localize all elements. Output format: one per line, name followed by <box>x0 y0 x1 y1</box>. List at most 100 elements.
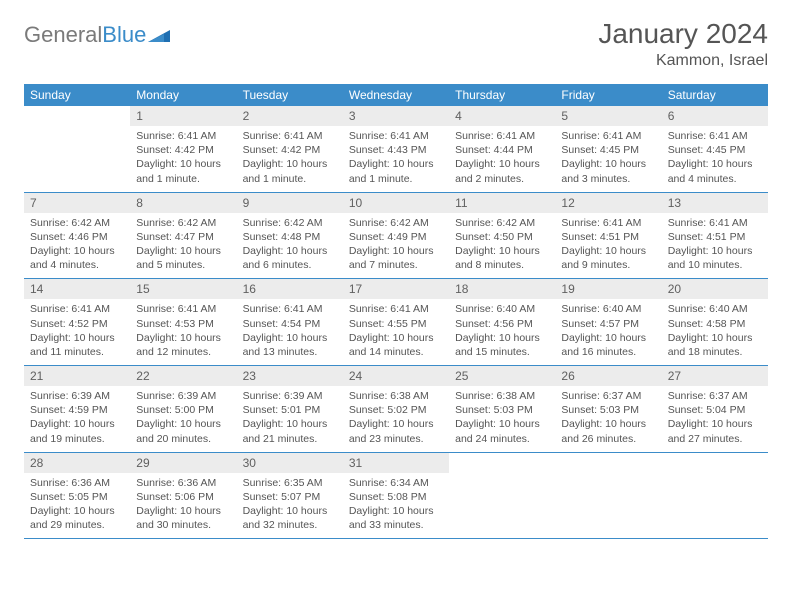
day-info-line: Sunset: 4:51 PM <box>561 230 655 244</box>
day-info-line: Daylight: 10 hours <box>455 417 549 431</box>
day-info-line: and 29 minutes. <box>30 518 124 532</box>
day-info-line: and 18 minutes. <box>668 345 762 359</box>
day-info-line: Sunrise: 6:41 AM <box>349 129 443 143</box>
day-info: Sunrise: 6:36 AMSunset: 5:06 PMDaylight:… <box>130 473 236 539</box>
day-cell: 16Sunrise: 6:41 AMSunset: 4:54 PMDayligh… <box>237 279 343 366</box>
day-info-line: Sunrise: 6:41 AM <box>668 216 762 230</box>
day-info-line: Daylight: 10 hours <box>561 331 655 345</box>
day-info: Sunrise: 6:41 AMSunset: 4:45 PMDaylight:… <box>662 126 768 192</box>
day-info-line: Sunset: 5:04 PM <box>668 403 762 417</box>
day-number: 20 <box>662 279 768 299</box>
day-info-line: Sunrise: 6:38 AM <box>349 389 443 403</box>
day-info: Sunrise: 6:38 AMSunset: 5:02 PMDaylight:… <box>343 386 449 452</box>
day-info-line: Sunrise: 6:41 AM <box>349 302 443 316</box>
day-info-line: Daylight: 10 hours <box>243 331 337 345</box>
day-info-line: and 27 minutes. <box>668 432 762 446</box>
day-number: 16 <box>237 279 343 299</box>
day-info-line: Sunset: 4:48 PM <box>243 230 337 244</box>
day-info-line: Daylight: 10 hours <box>136 157 230 171</box>
day-info-line: and 12 minutes. <box>136 345 230 359</box>
day-info: Sunrise: 6:41 AMSunset: 4:42 PMDaylight:… <box>130 126 236 192</box>
day-info: Sunrise: 6:40 AMSunset: 4:58 PMDaylight:… <box>662 299 768 365</box>
day-info-line: Daylight: 10 hours <box>136 417 230 431</box>
day-info: Sunrise: 6:42 AMSunset: 4:50 PMDaylight:… <box>449 213 555 279</box>
day-info-line: Sunrise: 6:34 AM <box>349 476 443 490</box>
day-info: Sunrise: 6:41 AMSunset: 4:44 PMDaylight:… <box>449 126 555 192</box>
calendar-week: 14 Sunrise: 6:41 AM Sunset: 4:52 PM Dayligh… <box>24 279 768 366</box>
day-info-line: Daylight: 10 hours <box>30 504 124 518</box>
day-number: 19 <box>555 279 661 299</box>
calendar-head: SundayMondayTuesdayWednesdayThursdayFrid… <box>24 84 768 106</box>
day-info: Sunrise: 6:39 AMSunset: 5:01 PMDaylight:… <box>237 386 343 452</box>
day-info-line: and 21 minutes. <box>243 432 337 446</box>
calendar-week: 7Sunrise: 6:42 AMSunset: 4:46 PMDaylight… <box>24 192 768 279</box>
day-info-line: Sunrise: 6:37 AM <box>561 389 655 403</box>
day-info-line: and 26 minutes. <box>561 432 655 446</box>
day-info: Sunrise: 6:41 AMSunset: 4:55 PMDaylight:… <box>343 299 449 365</box>
day-cell: 11Sunrise: 6:42 AMSunset: 4:50 PMDayligh… <box>449 192 555 279</box>
day-number: 29 <box>130 453 236 473</box>
day-info-line: and 6 minutes. <box>243 258 337 272</box>
day-cell: 28Sunrise: 6:36 AMSunset: 5:05 PMDayligh… <box>24 452 130 539</box>
day-info-line: Daylight: 10 hours <box>561 157 655 171</box>
day-info: Sunrise: 6:42 AMSunset: 4:47 PMDaylight:… <box>130 213 236 279</box>
calendar-table: SundayMondayTuesdayWednesdayThursdayFrid… <box>24 84 768 539</box>
day-number: 12 <box>555 193 661 213</box>
day-info-line: Daylight: 10 hours <box>561 244 655 258</box>
day-info-line: Daylight: 10 hours <box>561 417 655 431</box>
day-info-line: Daylight: 10 hours <box>136 244 230 258</box>
day-cell: 24Sunrise: 6:38 AMSunset: 5:02 PMDayligh… <box>343 366 449 453</box>
day-info-line: and 23 minutes. <box>349 432 443 446</box>
day-info-line: Sunset: 5:03 PM <box>561 403 655 417</box>
day-cell: 5Sunrise: 6:41 AMSunset: 4:45 PMDaylight… <box>555 106 661 192</box>
calendar-week: 28Sunrise: 6:36 AMSunset: 5:05 PMDayligh… <box>24 452 768 539</box>
day-number: 22 <box>130 366 236 386</box>
day-info-line: Sunset: 4:45 PM <box>668 143 762 157</box>
day-info-line: Daylight: 10 hours <box>136 504 230 518</box>
day-number: 25 <box>449 366 555 386</box>
day-info-line: Sunrise: 6:37 AM <box>668 389 762 403</box>
calendar-body: 1Sunrise: 6:41 AMSunset: 4:42 PMDaylight… <box>24 106 768 539</box>
day-info-line: and 2 minutes. <box>455 172 549 186</box>
day-info-line: and 33 minutes. <box>349 518 443 532</box>
empty-cell <box>24 106 130 192</box>
day-info-line: Daylight: 10 hours <box>668 417 762 431</box>
day-info-line: Sunrise: 6:36 AM <box>136 476 230 490</box>
day-cell: 17Sunrise: 6:41 AMSunset: 4:55 PMDayligh… <box>343 279 449 366</box>
day-info-line: and 1 minute. <box>243 172 337 186</box>
day-cell: 12Sunrise: 6:41 AMSunset: 4:51 PMDayligh… <box>555 192 661 279</box>
day-info-line: Daylight: 10 hours <box>349 417 443 431</box>
day-cell: 9Sunrise: 6:42 AMSunset: 4:48 PMDaylight… <box>237 192 343 279</box>
day-info-line: Sunset: 4:52 PM <box>30 317 124 331</box>
day-info-line: Sunrise: 6:41 AM <box>136 129 230 143</box>
day-info-line: Sunrise: 6:41 AM <box>136 302 230 316</box>
day-cell: 4Sunrise: 6:41 AMSunset: 4:44 PMDaylight… <box>449 106 555 192</box>
empty-cell <box>662 452 768 539</box>
day-info-line: Sunset: 4:57 PM <box>561 317 655 331</box>
day-info: Sunrise: 6:42 AMSunset: 4:49 PMDaylight:… <box>343 213 449 279</box>
day-cell: 1Sunrise: 6:41 AMSunset: 4:42 PMDaylight… <box>130 106 236 192</box>
day-info-line: Sunset: 5:00 PM <box>136 403 230 417</box>
empty-cell <box>555 452 661 539</box>
day-info: Sunrise: 6:41 AMSunset: 4:43 PMDaylight:… <box>343 126 449 192</box>
day-info-line: Sunset: 4:42 PM <box>136 143 230 157</box>
day-number: 1 <box>130 106 236 126</box>
day-info: Sunrise: 6:42 AMSunset: 4:46 PMDaylight:… <box>24 213 130 279</box>
day-cell: 20Sunrise: 6:40 AMSunset: 4:58 PMDayligh… <box>662 279 768 366</box>
day-info-line: and 1 minute. <box>349 172 443 186</box>
flag-icon <box>148 22 170 48</box>
day-info-line: Sunrise: 6:41 AM <box>455 129 549 143</box>
day-info: Sunrise: 6:42 AMSunset: 4:48 PMDaylight:… <box>237 213 343 279</box>
header: GeneralBlue January 2024 Kammon, Israel <box>24 18 768 70</box>
day-info-line: Sunrise: 6:38 AM <box>455 389 549 403</box>
day-info-line: Sunrise: 6:36 AM <box>30 476 124 490</box>
day-number: 14 <box>24 279 130 299</box>
day-info: Sunrise: 6:40 AMSunset: 4:57 PMDaylight:… <box>555 299 661 365</box>
day-info: Sunrise: 6:39 AMSunset: 4:59 PMDaylight:… <box>24 386 130 452</box>
day-cell: 8Sunrise: 6:42 AMSunset: 4:47 PMDaylight… <box>130 192 236 279</box>
day-number: 17 <box>343 279 449 299</box>
day-number: 11 <box>449 193 555 213</box>
weekday-header: Monday <box>130 84 236 106</box>
day-info-line: Sunrise: 6:41 AM <box>561 129 655 143</box>
day-number: 30 <box>237 453 343 473</box>
